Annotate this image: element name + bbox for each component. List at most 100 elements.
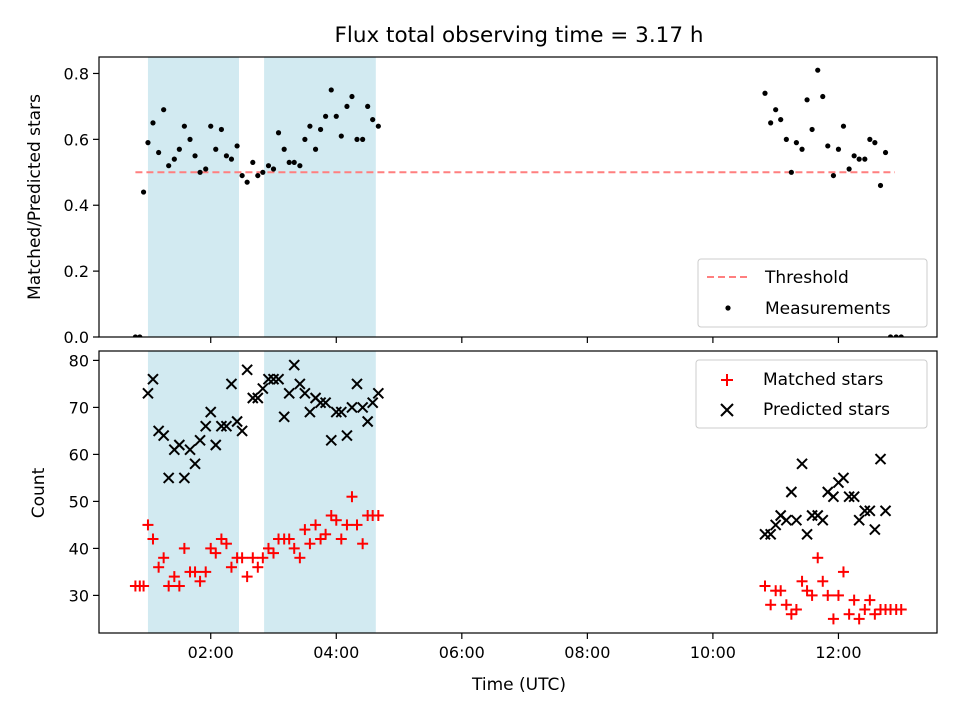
x-tick-label: 06:00 bbox=[439, 643, 485, 662]
predicted-stars-point bbox=[278, 411, 290, 423]
y-tick-label: 80 bbox=[69, 351, 89, 370]
chart-title: Flux total observing time = 3.17 h bbox=[335, 23, 704, 48]
cross-b bbox=[780, 514, 793, 526]
matched-stars-point bbox=[168, 571, 180, 583]
predicted-stars-point bbox=[194, 434, 206, 447]
predicted-stars-point bbox=[361, 415, 374, 428]
matched-stars-point bbox=[210, 547, 222, 559]
measurement-point bbox=[815, 67, 821, 73]
cross-b bbox=[319, 396, 332, 409]
measurement-point bbox=[255, 172, 261, 179]
matched-stars-point bbox=[843, 608, 855, 620]
cross-b bbox=[351, 378, 363, 390]
predicted-stars-point bbox=[827, 490, 840, 503]
predicted-stars-point bbox=[801, 528, 813, 541]
matched-stars-point bbox=[822, 589, 834, 601]
predicted-stars-point bbox=[304, 406, 316, 418]
measurement-point bbox=[344, 103, 350, 110]
cross-b bbox=[827, 490, 840, 503]
matched-stars-point bbox=[837, 566, 849, 578]
predicted-stars-point bbox=[796, 458, 808, 470]
cross-b bbox=[314, 396, 327, 409]
measurement-point bbox=[281, 146, 287, 152]
measurement-point bbox=[265, 163, 272, 169]
matched-stars-point bbox=[765, 599, 777, 611]
predicted-stars-point bbox=[817, 514, 829, 526]
matched-stars-point bbox=[241, 571, 253, 583]
predicted-stars-point bbox=[184, 443, 196, 456]
measurement-point bbox=[176, 146, 182, 152]
cross-b bbox=[299, 387, 311, 400]
measurement-point bbox=[799, 146, 805, 152]
bottom-ylabel: Count bbox=[29, 467, 49, 518]
measurement-point bbox=[286, 159, 292, 166]
matched-stars-point bbox=[859, 604, 871, 615]
measurement-point bbox=[166, 163, 172, 169]
predicted-stars-point bbox=[247, 392, 259, 404]
legend-matched-swatch bbox=[721, 374, 733, 386]
measurement-point bbox=[887, 334, 894, 337]
cross-b bbox=[252, 392, 264, 404]
cross-b bbox=[184, 443, 196, 456]
measurement-point bbox=[872, 140, 878, 146]
measurement-point bbox=[830, 172, 837, 179]
y-tick-label: 30 bbox=[69, 586, 89, 605]
predicted-stars-point bbox=[837, 472, 850, 484]
cross-b bbox=[210, 439, 222, 451]
plot-area bbox=[129, 351, 907, 633]
x-tick-label: 08:00 bbox=[564, 643, 610, 662]
measurement-point bbox=[323, 113, 329, 119]
cross-b bbox=[372, 387, 385, 400]
measurement-point bbox=[773, 107, 779, 113]
matched-stars-point bbox=[796, 575, 808, 587]
matched-stars-point bbox=[262, 542, 274, 554]
measurement-point bbox=[312, 146, 319, 152]
cross-b bbox=[294, 378, 306, 390]
predicted-stars-point bbox=[142, 387, 154, 400]
cross-b bbox=[283, 387, 295, 400]
measurement-point bbox=[239, 172, 245, 179]
measurement-point bbox=[783, 136, 789, 142]
measurement-point bbox=[333, 113, 339, 119]
bottom-xlabel: Time (UTC) bbox=[471, 675, 566, 695]
matched-stars-point bbox=[153, 561, 165, 573]
measurement-point bbox=[275, 130, 282, 136]
measurement-point bbox=[809, 126, 815, 133]
predicted-stars-point bbox=[288, 359, 300, 371]
measurement-point bbox=[778, 116, 784, 123]
measurement-point bbox=[260, 169, 266, 175]
predicted-stars-point bbox=[205, 406, 217, 418]
cross-b bbox=[764, 528, 777, 541]
cross-b bbox=[769, 519, 782, 531]
matched-stars-point bbox=[335, 533, 347, 545]
legend-predicted-swatch bbox=[720, 403, 734, 417]
cross-b bbox=[843, 490, 855, 503]
y-tick-label: 0.0 bbox=[64, 328, 89, 347]
measurement-point bbox=[893, 334, 899, 337]
cross-b bbox=[874, 453, 887, 465]
predicted-stars-point bbox=[189, 458, 201, 470]
predicted-stars-point bbox=[874, 453, 887, 465]
y-tick-label: 60 bbox=[69, 445, 89, 464]
predicted-stars-point bbox=[790, 514, 803, 526]
predicted-stars-point bbox=[178, 472, 191, 484]
measurement-point bbox=[898, 334, 904, 337]
legend-measurements-swatch bbox=[725, 305, 731, 311]
predicted-stars-point bbox=[356, 401, 369, 414]
matched-stars-point bbox=[346, 491, 358, 503]
cross-b bbox=[278, 411, 290, 423]
measurement-point bbox=[804, 97, 810, 103]
predicted-stars-point bbox=[147, 373, 159, 385]
cross-b bbox=[304, 406, 316, 418]
y-tick-label: 0.6 bbox=[64, 130, 89, 149]
cross-b bbox=[147, 373, 159, 385]
matched-stars-point bbox=[790, 604, 802, 615]
cross-b bbox=[162, 472, 175, 484]
predicted-stars-point bbox=[879, 505, 892, 517]
cross-b bbox=[220, 420, 233, 432]
cross-b bbox=[173, 439, 186, 451]
cross-b bbox=[774, 509, 787, 522]
measurement-point bbox=[291, 159, 297, 166]
cross-b bbox=[231, 415, 243, 428]
measurement-point bbox=[228, 156, 235, 162]
